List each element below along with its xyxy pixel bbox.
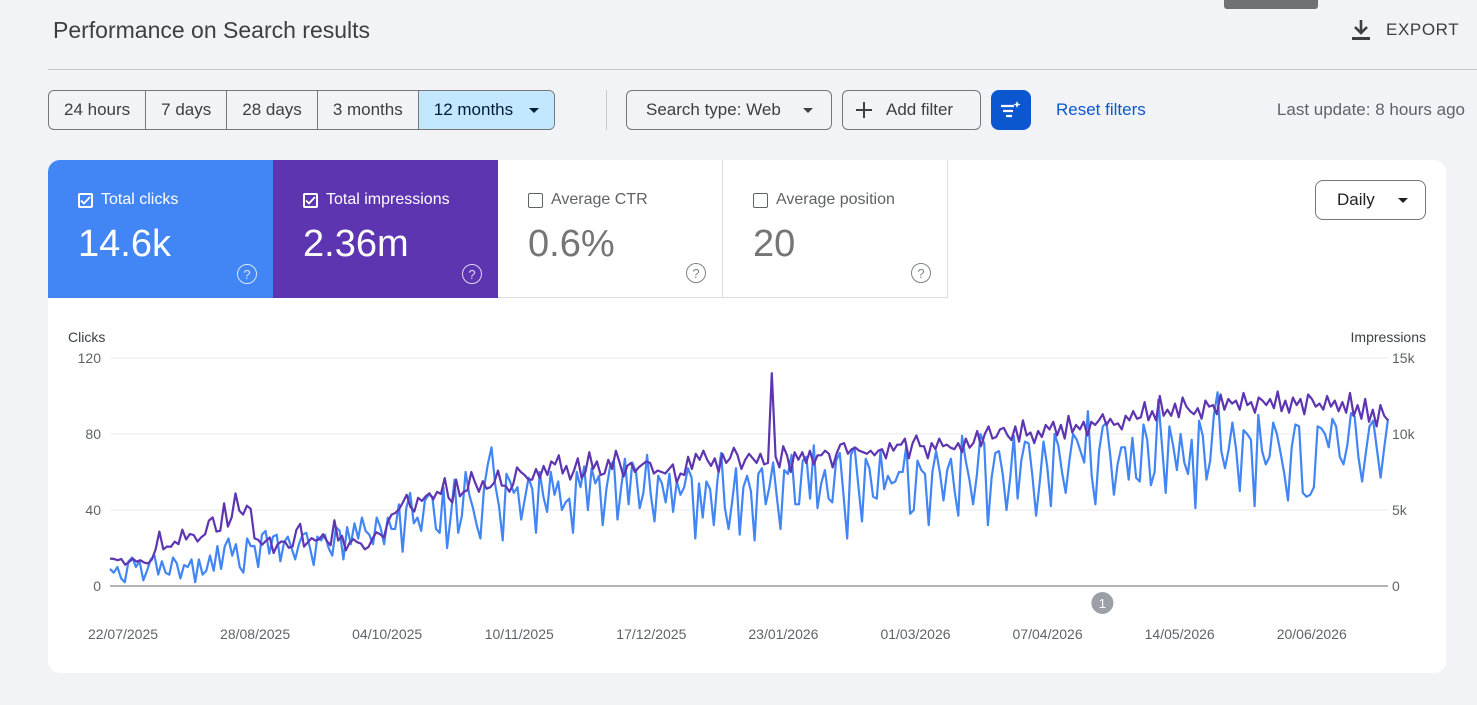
- left-axis-tick: 0: [93, 578, 101, 594]
- checkbox-checked-icon[interactable]: [303, 192, 318, 208]
- header-divider: [48, 69, 1477, 70]
- caret-down-icon: [803, 107, 813, 113]
- range-3-months[interactable]: 3 months: [318, 91, 419, 129]
- help-icon[interactable]: ?: [237, 264, 257, 284]
- granularity-dropdown[interactable]: Daily: [1315, 180, 1426, 220]
- left-axis-tick: 80: [85, 426, 101, 442]
- help-icon[interactable]: ?: [462, 264, 482, 284]
- caret-down-icon: [529, 107, 540, 113]
- checkbox-checked-icon[interactable]: [78, 192, 93, 208]
- toolbar-divider: [606, 90, 607, 130]
- annotation-label: 1: [1099, 596, 1106, 611]
- metric-header: Total impressions: [303, 191, 450, 209]
- x-axis-tick: 07/04/2026: [1013, 626, 1083, 642]
- metric-total-impressions[interactable]: Total impressions 2.36m ?: [273, 160, 498, 298]
- left-axis-title: Clicks: [68, 329, 105, 345]
- performance-chart: 120 80 40 0 15k 10k 5k 0 Clicks Impressions 22/07/…: [68, 329, 1426, 642]
- x-axis-tick: 01/03/2026: [880, 626, 950, 642]
- range-28-days[interactable]: 28 days: [227, 91, 318, 129]
- right-axis-tick: 5k: [1392, 502, 1408, 518]
- series-line-total-impressions: [109, 372, 1389, 566]
- metric-label: Average CTR: [551, 191, 648, 208]
- search-type-dropdown[interactable]: Search type: Web: [626, 90, 832, 130]
- granularity-label: Daily: [1337, 190, 1375, 209]
- range-12-months-label: 12 months: [433, 100, 514, 119]
- range-24-hours[interactable]: 24 hours: [49, 91, 147, 129]
- range-7-days[interactable]: 7 days: [146, 91, 228, 129]
- annotation-marker: [1091, 592, 1114, 614]
- download-icon: [1352, 20, 1370, 40]
- right-axis-title: Impressions: [1351, 329, 1426, 345]
- metric-label: Total clicks: [101, 191, 179, 208]
- export-label: EXPORT: [1386, 20, 1460, 39]
- add-filter-label: Add filter: [886, 100, 954, 119]
- x-axis-tick: 10/11/2025: [485, 626, 554, 642]
- x-axis-tick: 14/05/2026: [1145, 626, 1215, 642]
- caret-down-icon: [1398, 197, 1408, 203]
- filter-settings-button[interactable]: [991, 90, 1031, 130]
- checkbox-unchecked-icon[interactable]: [753, 192, 768, 208]
- metric-value: 20: [753, 223, 796, 265]
- search-type-label: Search type: Web: [646, 100, 781, 119]
- metric-header: Total clicks: [78, 191, 178, 209]
- last-update-text: Last update: 8 hours ago: [1276, 100, 1465, 119]
- left-axis-tick: 120: [78, 350, 102, 366]
- range-12-months[interactable]: 12 months: [418, 91, 555, 129]
- series-line-total-clicks: [109, 391, 1390, 584]
- metric-value: 14.6k: [78, 223, 171, 265]
- metric-total-clicks[interactable]: Total clicks 14.6k ?: [48, 160, 273, 298]
- right-axis-tick: 10k: [1392, 426, 1416, 442]
- x-axis-tick: 17/12/2025: [616, 626, 686, 642]
- right-axis-tick: 0: [1392, 578, 1400, 594]
- metric-value: 2.36m: [303, 223, 409, 265]
- performance-card: Total clicks 14.6k ? Total impressions 2…: [48, 160, 1446, 673]
- checkbox-unchecked-icon[interactable]: [528, 192, 543, 208]
- plus-icon: [856, 102, 872, 118]
- metric-average-position[interactable]: Average position 20 ?: [723, 160, 948, 298]
- export-button[interactable]: EXPORT: [1350, 16, 1459, 44]
- metric-value: 0.6%: [528, 223, 615, 265]
- x-axis-tick: 22/07/2025: [88, 626, 158, 642]
- metric-header: Average position: [753, 191, 895, 209]
- add-filter-button[interactable]: Add filter: [842, 90, 981, 130]
- x-axis-tick: 04/10/2025: [352, 626, 422, 642]
- x-axis-tick: 20/06/2026: [1277, 626, 1347, 642]
- metric-label: Total impressions: [326, 191, 450, 208]
- page-title: Performance on Search results: [53, 17, 371, 43]
- x-axis-tick: 28/08/2025: [220, 626, 290, 642]
- filter-sparkle-icon: [1001, 101, 1021, 118]
- metric-header: Average CTR: [528, 191, 648, 209]
- x-axis-tick: 23/01/2026: [748, 626, 818, 642]
- reset-filters-link[interactable]: Reset filters: [1056, 100, 1146, 119]
- metric-average-ctr[interactable]: Average CTR 0.6% ?: [498, 160, 723, 298]
- right-axis-tick: 15k: [1392, 350, 1416, 366]
- metric-label: Average position: [776, 191, 895, 208]
- help-icon[interactable]: ?: [911, 263, 931, 283]
- left-axis-tick: 40: [85, 502, 101, 518]
- help-icon[interactable]: ?: [686, 263, 706, 283]
- tooltip-stub: [1224, 0, 1318, 9]
- date-range-selector[interactable]: 24 hours 7 days 28 days 3 months 12 mont…: [48, 90, 556, 130]
